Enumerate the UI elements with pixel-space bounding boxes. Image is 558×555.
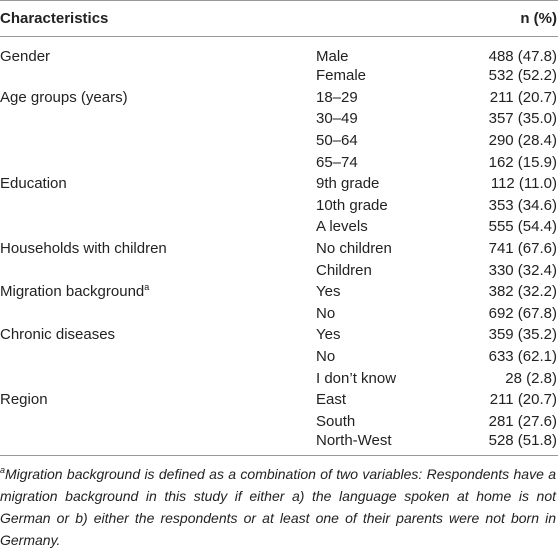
count-cell: 555 (54.4) bbox=[488, 218, 557, 236]
category-cell: 9th grade bbox=[316, 175, 380, 193]
count-cell: 382 (32.2) bbox=[488, 283, 557, 301]
characteristic-label: Households with children bbox=[0, 240, 167, 258]
category-cell: Female bbox=[316, 67, 367, 85]
table-row: Gender Male 488 (47.8) bbox=[0, 37, 558, 65]
count-cell: 28 (2.8) bbox=[505, 369, 557, 387]
table-body: Gender Male 488 (47.8) Female 532 (52.2) Age … bbox=[0, 37, 558, 456]
count-cell: 211 (20.7) bbox=[489, 391, 557, 409]
characteristic-cell bbox=[0, 195, 316, 217]
header-cell: Characteristics bbox=[0, 10, 109, 27]
table-row: Children 330 (32.4) bbox=[0, 259, 558, 281]
category-cell: I don’t know bbox=[316, 369, 397, 387]
characteristic-cell bbox=[0, 411, 316, 433]
characteristic-label: Age groups (years) bbox=[0, 88, 128, 106]
count-cell: 330 (32.4) bbox=[488, 261, 557, 279]
count-cell: 281 (27.6) bbox=[488, 412, 557, 430]
characteristic-label: Migration background bbox=[0, 283, 145, 301]
table-row: Chronic diseases Yes 359 (35.2) bbox=[0, 324, 558, 346]
category-cell: A levels bbox=[316, 218, 368, 236]
category-cell: Male bbox=[316, 48, 349, 65]
table-row: Female 532 (52.2) bbox=[0, 65, 558, 87]
characteristic-cell bbox=[0, 259, 316, 281]
count-cell: 741 (67.6) bbox=[488, 240, 557, 258]
table-row: South 281 (27.6) bbox=[0, 411, 558, 433]
characteristic-cell: Households with children bbox=[0, 238, 316, 260]
category-cell: Yes bbox=[316, 326, 341, 344]
characteristic-cell bbox=[0, 108, 316, 130]
characteristic-cell: Gender bbox=[0, 37, 316, 65]
characteristic-label: Chronic diseases bbox=[0, 326, 116, 344]
category-cell: North-West bbox=[316, 432, 392, 450]
category-cell: Yes bbox=[316, 283, 341, 301]
category-cell: No bbox=[316, 348, 336, 366]
footnote-mark: a bbox=[0, 465, 6, 476]
table-row: 30–49 357 (35.0) bbox=[0, 108, 558, 130]
category-cell: No children bbox=[316, 240, 392, 258]
characteristic-cell: Education bbox=[0, 173, 316, 195]
table-header: Characteristics n (%) bbox=[0, 0, 558, 37]
table-row: North-West 528 (51.8) bbox=[0, 432, 558, 456]
characteristic-cell bbox=[0, 130, 316, 152]
characteristic-cell bbox=[0, 216, 316, 238]
count-cell: 112 (11.0) bbox=[490, 175, 557, 193]
category-cell: South bbox=[316, 412, 356, 430]
table-row: A levels 555 (54.4) bbox=[0, 216, 558, 238]
table-row: I don’t know 28 (2.8) bbox=[0, 367, 558, 389]
characteristic-cell: Age groups (years) bbox=[0, 87, 316, 109]
table-row: Households with children No children 741 (… bbox=[0, 238, 558, 260]
header-row: Characteristics n (%) bbox=[0, 0, 558, 37]
characteristic-cell bbox=[0, 367, 316, 389]
category-cell: 30–49 bbox=[316, 110, 358, 128]
characteristic-label: Education bbox=[0, 175, 67, 193]
characteristic-cell bbox=[0, 346, 316, 368]
category-cell: No bbox=[316, 304, 336, 322]
table-row: No 633 (62.1) bbox=[0, 346, 558, 368]
characteristic-label: Gender bbox=[0, 48, 51, 65]
table-row: Migration backgrounda Yes 382 (32.2) bbox=[0, 281, 558, 303]
footnote: aMigration background is defined as a co… bbox=[0, 456, 558, 551]
category-cell: Children bbox=[316, 261, 372, 279]
table-row: Region East 211 (20.7) bbox=[0, 389, 558, 411]
count-cell: 162 (15.9) bbox=[488, 153, 557, 171]
count-cell: 532 (52.2) bbox=[488, 67, 557, 85]
count-cell: 357 (35.0) bbox=[488, 110, 557, 128]
count-cell: 359 (35.2) bbox=[488, 326, 557, 344]
category-cell: East bbox=[316, 391, 347, 409]
count-cell: 290 (28.4) bbox=[488, 132, 557, 150]
category-cell: 18–29 bbox=[316, 88, 358, 106]
characteristic-cell: Chronic diseases bbox=[0, 324, 316, 346]
count-cell: 211 (20.7) bbox=[489, 88, 557, 106]
table-row: 10th grade 353 (34.6) bbox=[0, 195, 558, 217]
count-cell: 528 (51.8) bbox=[488, 432, 557, 450]
table-row: 65–74 162 (15.9) bbox=[0, 151, 558, 173]
footnote-mark: a bbox=[144, 282, 150, 293]
characteristic-cell: Region bbox=[0, 389, 316, 411]
table-row: No 692 (67.8) bbox=[0, 303, 558, 325]
category-cell: 65–74 bbox=[316, 153, 358, 171]
table-row: Age groups (years) 18–29 211 (20.7) bbox=[0, 87, 558, 109]
characteristic-cell bbox=[0, 303, 316, 325]
count-cell: 353 (34.6) bbox=[488, 196, 557, 214]
header-cell: n (%) bbox=[520, 10, 557, 27]
table: Characteristics n (%) Gender Male 488 (47.… bbox=[0, 0, 558, 456]
characteristic-cell: Migration backgrounda bbox=[0, 281, 316, 303]
characteristic-label: Region bbox=[0, 391, 48, 409]
characteristic-cell bbox=[0, 432, 316, 456]
table-row: Education 9th grade 112 (11.0) bbox=[0, 173, 558, 195]
characteristic-cell bbox=[0, 65, 316, 87]
table-row: 50–64 290 (28.4) bbox=[0, 130, 558, 152]
category-cell: 50–64 bbox=[316, 132, 358, 150]
count-cell: 488 (47.8) bbox=[488, 48, 557, 65]
category-cell: 10th grade bbox=[316, 196, 388, 214]
count-cell: 692 (67.8) bbox=[488, 304, 557, 322]
count-cell: 633 (62.1) bbox=[488, 348, 557, 366]
characteristic-cell bbox=[0, 151, 316, 173]
footnote-text: Migration background is defined as a com… bbox=[0, 466, 556, 549]
